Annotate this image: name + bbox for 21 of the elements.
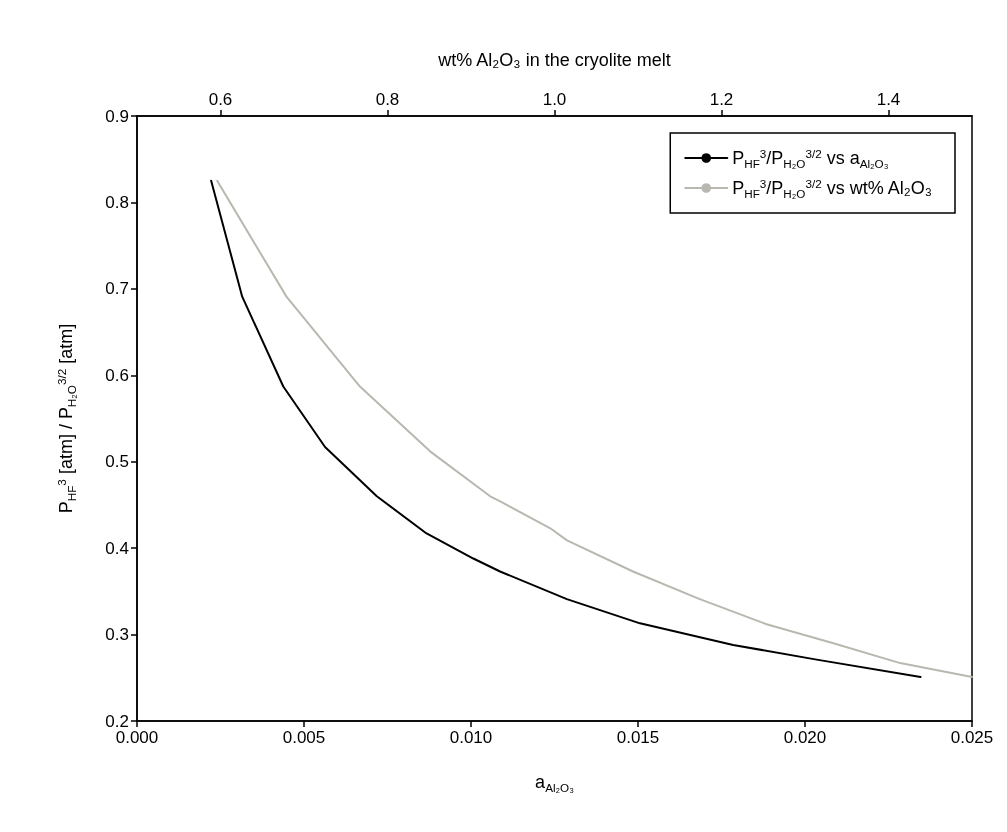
x-tick-label: 0.025	[950, 728, 994, 747]
y-tick-label: 0.9	[105, 106, 129, 126]
y-tick-label: 0.3	[105, 625, 129, 645]
y-axis-title: PHF3 [atm] / PH₂O3/2 [atm]	[54, 323, 78, 514]
x2-tick-label: 0.6	[208, 90, 233, 109]
y-tick-label: 0.2	[105, 711, 129, 731]
x2-tick-label: 1.4	[876, 90, 901, 109]
y-tick-label: 0.7	[105, 279, 129, 299]
y-tick-label: 0.5	[105, 452, 129, 472]
y-tick-label: 0.8	[105, 192, 129, 212]
x-tick-label: 0.015	[616, 728, 660, 747]
x2-tick-label: 0.8	[375, 90, 400, 109]
x-tick-label: 0.010	[449, 728, 493, 747]
x2-tick-label: 1.2	[709, 90, 734, 109]
x2-axis-title: wt% Al₂O₃ in the cryolite melt	[437, 50, 671, 70]
x-tick-label: 0.020	[783, 728, 827, 747]
x-tick-label: 0.000	[115, 728, 159, 747]
y-tick-label: 0.6	[105, 365, 129, 385]
x2-tick-label: 1.0	[542, 90, 567, 109]
y-tick-label: 0.4	[105, 538, 129, 558]
x-tick-label: 0.005	[282, 728, 326, 747]
